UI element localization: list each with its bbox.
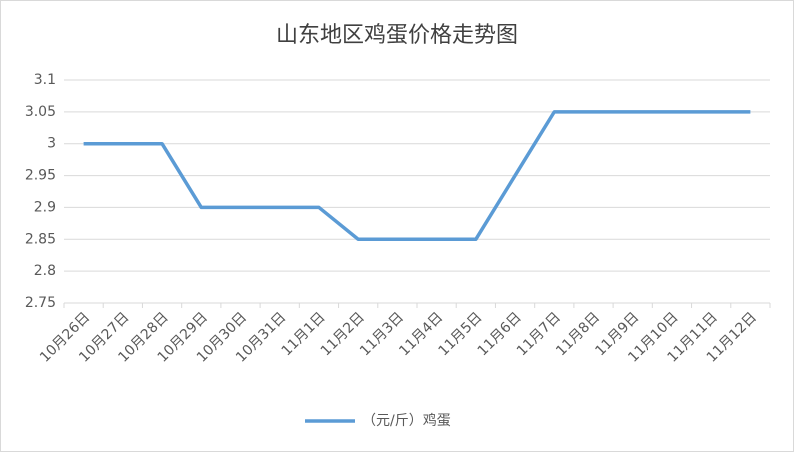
line-series [83,110,751,242]
y-tick-label: 3 [47,136,56,152]
y-tick-label: 3.05 [25,104,56,120]
y-tick-label: 2.85 [25,231,56,247]
chart-title: 山东地区鸡蛋价格走势图 [276,23,518,48]
y-tick-label: 2.95 [25,168,56,184]
y-tick-label: 2.9 [34,199,56,215]
legend-label: （元/斤）鸡蛋 [362,412,451,429]
y-tick-label: 2.75 [25,295,56,311]
y-tick-label: 2.8 [34,263,56,279]
y-tick-label: 3.1 [34,72,56,88]
